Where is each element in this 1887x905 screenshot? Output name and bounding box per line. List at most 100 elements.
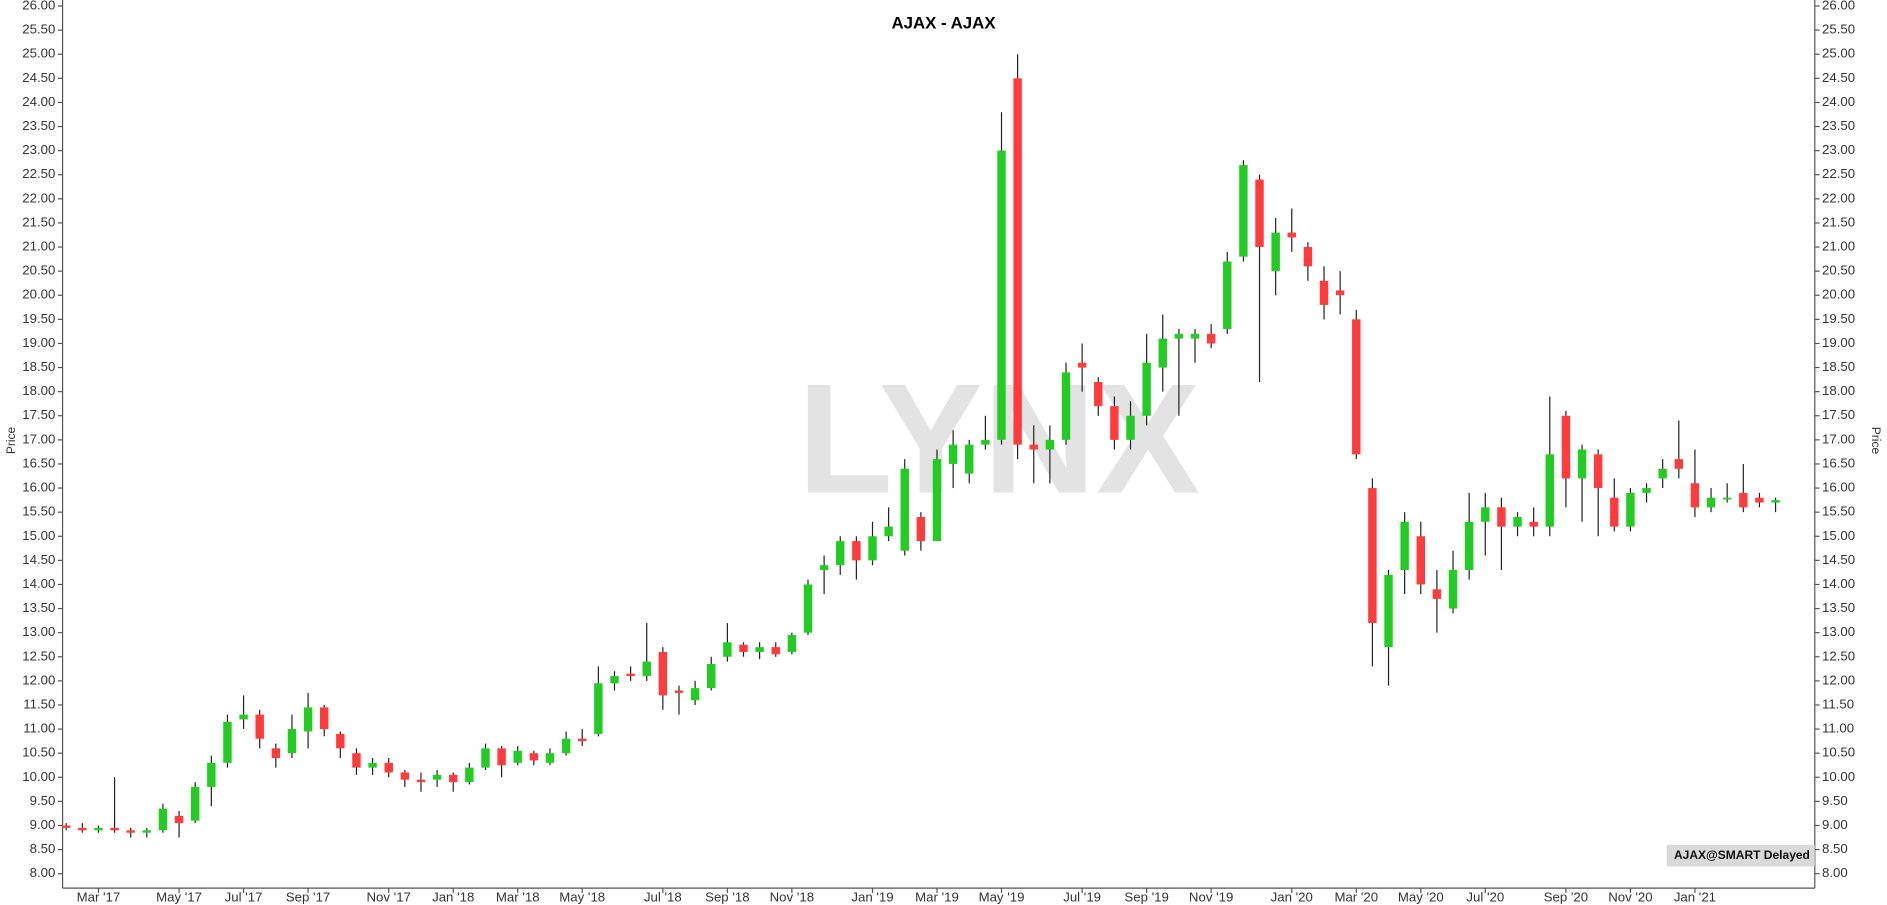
candle-body: [1271, 232, 1280, 272]
candle-body: [1529, 521, 1538, 527]
candle-body: [1577, 449, 1587, 479]
x-tick-label: Sep '18: [705, 889, 749, 904]
y2-tick-label: 23.00: [1822, 142, 1855, 157]
x-tick-label: May '20: [1398, 889, 1444, 904]
candle-body: [1481, 507, 1490, 522]
candle-body: [190, 786, 200, 821]
candle-body: [1448, 570, 1458, 609]
y-tick-label: 9.50: [30, 793, 56, 808]
candle-body: [1432, 589, 1442, 599]
candle-body: [723, 642, 732, 657]
candle-body: [352, 753, 361, 768]
candle-body: [787, 635, 797, 652]
y-tick-label: 18.50: [22, 359, 55, 374]
y-tick-label: 19.50: [22, 311, 55, 326]
y-tick-label: 20.00: [22, 287, 55, 302]
y-tick-label: 24.00: [22, 94, 55, 109]
y-tick-label: 11.00: [23, 721, 55, 736]
y2-tick-label: 9.50: [1822, 793, 1848, 808]
candle-body: [1029, 444, 1038, 450]
y-tick-label: 13.00: [22, 624, 55, 639]
x-tick-label: Nov '19: [1189, 889, 1233, 904]
candle-body: [126, 830, 135, 833]
candle-body: [1739, 492, 1748, 508]
candle-body: [836, 541, 845, 566]
candle-body: [610, 676, 619, 684]
candle-body: [1416, 536, 1425, 585]
x-tick-label: Jan '19: [851, 889, 893, 904]
y2-tick-label: 21.00: [1822, 239, 1855, 254]
y-tick-label: 16.50: [22, 455, 55, 470]
y2-tick-label: 13.00: [1822, 624, 1855, 639]
candle-body: [900, 468, 909, 551]
y2-tick-label: 14.50: [1822, 552, 1855, 567]
y2-tick-label: 8.00: [1822, 865, 1848, 880]
candle-body: [481, 748, 490, 768]
candle-body: [465, 767, 474, 783]
x-tick-label: Mar '19: [915, 889, 959, 904]
candle-body: [239, 714, 248, 720]
y-tick-label: 22.50: [22, 166, 55, 181]
y2-tick-label: 9.00: [1822, 817, 1848, 832]
y2-tick-label: 19.00: [1822, 335, 1855, 350]
candle-body: [1287, 232, 1296, 238]
y2-tick-label: 10.00: [1822, 769, 1855, 784]
candle-body: [1658, 468, 1667, 479]
candle-body: [868, 536, 877, 561]
y-tick-label: 23.50: [22, 118, 55, 133]
candle-body: [884, 526, 893, 537]
candle-body: [303, 707, 313, 732]
candle-body: [755, 647, 764, 652]
y2-tick-label: 19.50: [1822, 311, 1855, 326]
y-tick-label: 8.50: [30, 841, 56, 856]
y-tick-label: 19.00: [22, 335, 55, 350]
y-tick-label: 15.00: [22, 528, 55, 543]
x-tick-label: May '18: [559, 889, 605, 904]
y2-tick-label: 8.50: [1822, 841, 1848, 856]
y-tick-label: 14.00: [22, 576, 55, 591]
y-tick-label: 10.50: [22, 745, 55, 760]
candle-body: [1174, 333, 1184, 339]
y-tick-label: 10.00: [22, 769, 55, 784]
candle-body: [594, 683, 603, 734]
x-tick-label: Jan '20: [1271, 889, 1313, 904]
y-tick-label: 9.00: [30, 817, 56, 832]
candle-body: [1239, 165, 1248, 257]
y2-tick-label: 14.00: [1822, 576, 1855, 591]
candle-body: [1303, 247, 1313, 267]
candle-body: [1384, 574, 1393, 648]
x-tick-label: Mar '17: [77, 889, 121, 904]
y-tick-label: 8.00: [30, 865, 56, 880]
y2-tick-label: 18.50: [1822, 359, 1855, 374]
candle-body: [1335, 290, 1345, 296]
candle-body: [1126, 415, 1135, 440]
y-tick-label: 21.00: [22, 239, 55, 254]
candle-body: [948, 444, 958, 464]
candle-body: [1368, 488, 1377, 624]
badge-box: [1666, 844, 1815, 867]
candle-body: [110, 827, 119, 831]
y-tick-label: 25.00: [22, 46, 55, 61]
y2-tick-label: 20.00: [1822, 287, 1855, 302]
candle-body: [1690, 483, 1700, 508]
candle-body: [852, 541, 861, 561]
candle-body: [981, 439, 990, 445]
y-tick-label: 15.50: [22, 504, 55, 519]
y2-tick-label: 11.50: [1822, 696, 1854, 711]
y2-tick-label: 10.50: [1822, 745, 1855, 760]
y2-tick-label: 24.00: [1822, 94, 1855, 109]
candle-body: [271, 748, 281, 758]
candle-body: [287, 729, 297, 754]
y-tick-label: 14.50: [22, 552, 55, 567]
y-tick-label: 12.00: [22, 672, 55, 687]
candle-body: [545, 753, 555, 763]
candle-body: [61, 825, 71, 828]
y-tick-label: 17.50: [22, 407, 55, 422]
candle-body: [223, 721, 232, 763]
candle-body: [1223, 261, 1232, 329]
y-tick-label: 20.50: [22, 263, 55, 278]
candle-body: [561, 738, 571, 754]
